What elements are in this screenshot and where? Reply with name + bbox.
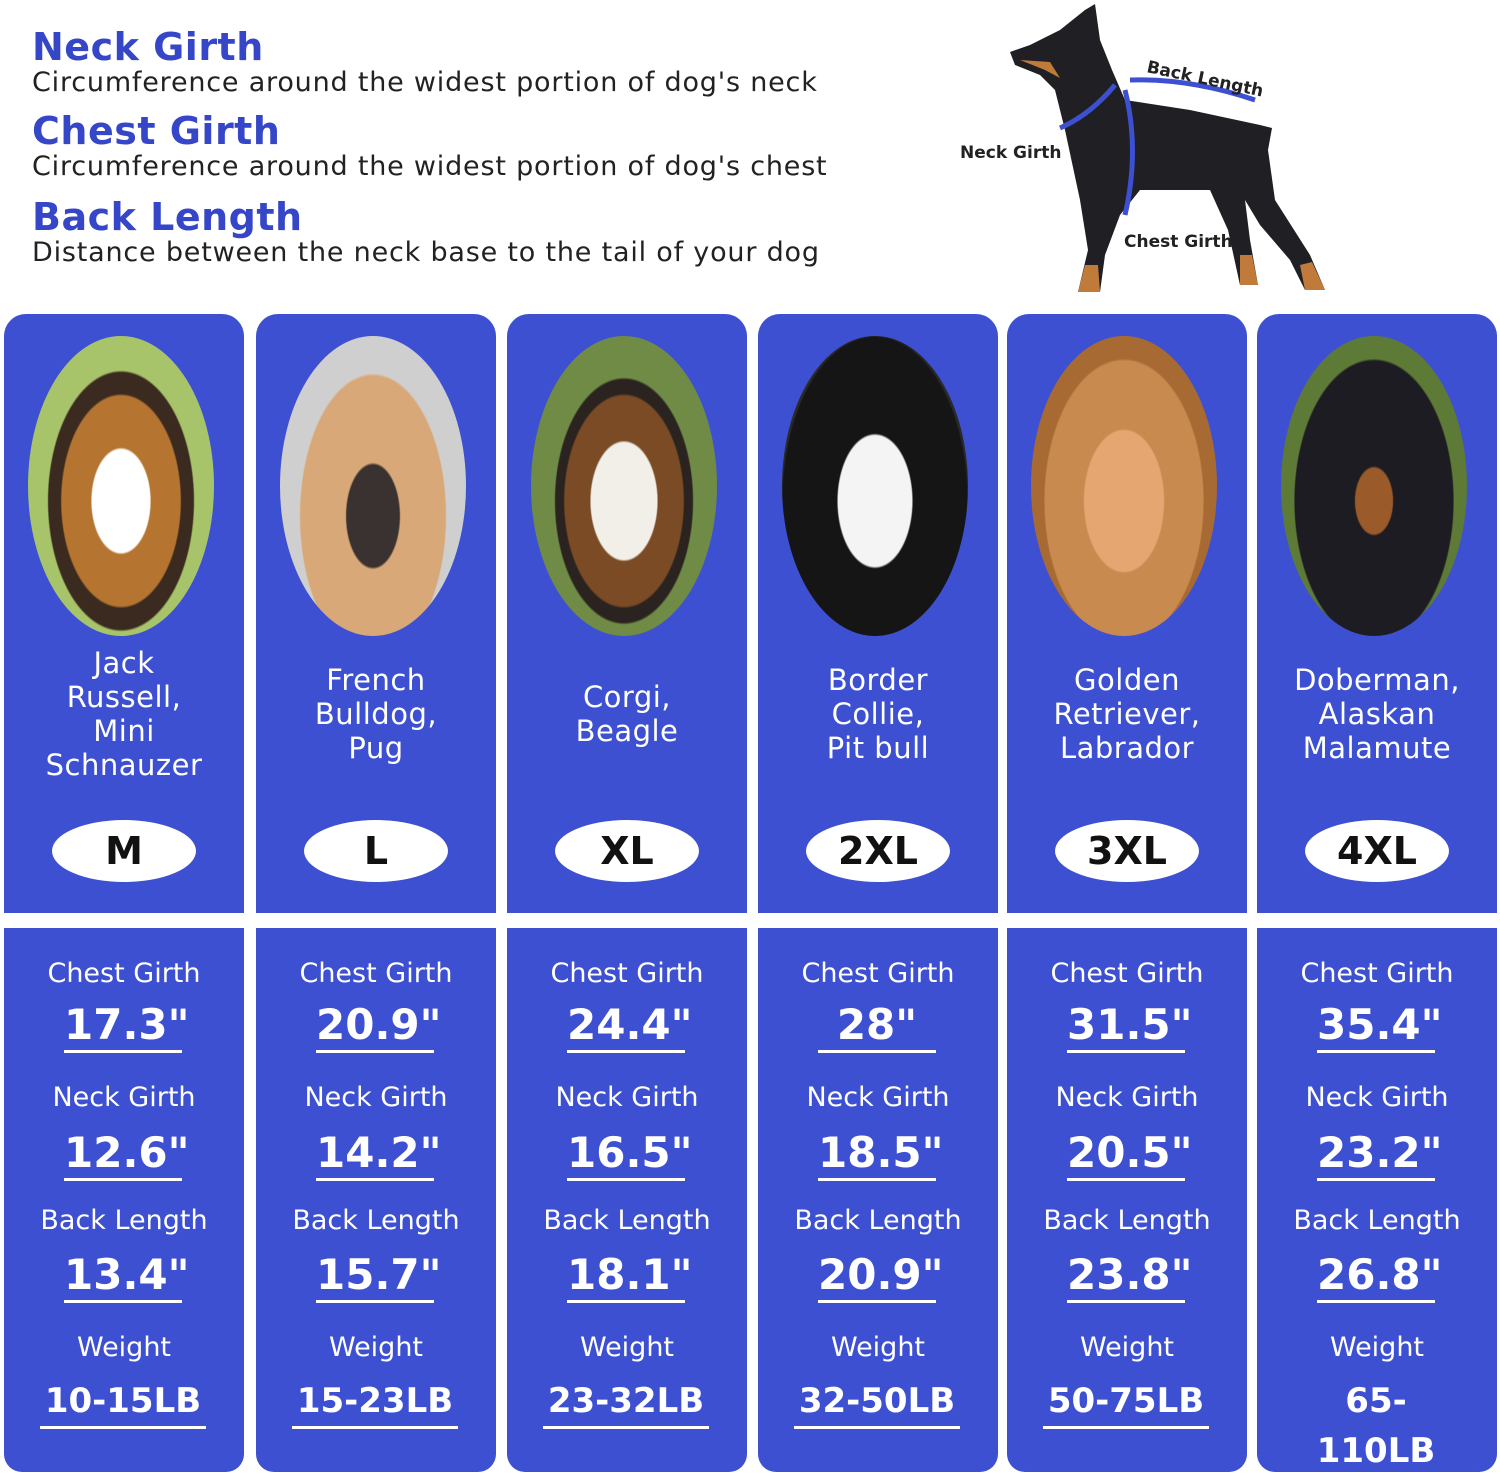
size-card: Jack Russell, Mini Schnauzer M bbox=[4, 314, 244, 913]
size-badge: 2XL bbox=[806, 820, 950, 882]
size-badge: M bbox=[52, 820, 196, 882]
measurements-card: Chest Girth 24.4" Neck Girth 16.5" Back … bbox=[507, 928, 747, 1472]
chest-girth-value: 17.3" bbox=[64, 1000, 190, 1053]
back-length-label: Back Length bbox=[1293, 1205, 1461, 1236]
weight-label: Weight bbox=[1079, 1332, 1175, 1363]
definition-neck-girth: Neck Girth Circumference around the wide… bbox=[32, 26, 818, 98]
measurements-card: Chest Girth 17.3" Neck Girth 12.6" Back … bbox=[4, 928, 244, 1472]
weight-value: 32-50LB bbox=[794, 1376, 960, 1429]
back-length-label: Back Length bbox=[40, 1205, 208, 1236]
weight-value: 10-15LB bbox=[40, 1376, 206, 1429]
size-card: Golden Retriever, Labrador 3XL bbox=[1007, 314, 1247, 913]
neck-girth-label: Neck Girth bbox=[52, 1082, 196, 1113]
definition-desc: Circumference around the widest portion … bbox=[32, 151, 828, 182]
definition-title: Neck Girth bbox=[32, 25, 264, 69]
back-length-label: Back Length bbox=[1145, 57, 1265, 101]
neck-girth-value: 20.5" bbox=[1067, 1128, 1193, 1181]
back-length-label: Back Length bbox=[1043, 1205, 1211, 1236]
dog-photo bbox=[1281, 336, 1467, 636]
back-length-value: 23.8" bbox=[1067, 1250, 1193, 1303]
size-badge: L bbox=[304, 820, 448, 882]
chest-girth-label: Chest Girth bbox=[801, 958, 955, 989]
neck-girth-value: 14.2" bbox=[316, 1128, 442, 1181]
neck-girth-value: 16.5" bbox=[567, 1128, 693, 1181]
dog-photo bbox=[28, 336, 214, 636]
dog-photo bbox=[1031, 336, 1217, 636]
weight-label: Weight bbox=[579, 1332, 675, 1363]
breed-names: French Bulldog, Pug bbox=[314, 663, 438, 765]
size-card: French Bulldog, Pug L bbox=[256, 314, 496, 913]
back-length-label: Back Length bbox=[794, 1205, 962, 1236]
measurements-card: Chest Girth 35.4" Neck Girth 23.2" Back … bbox=[1257, 928, 1497, 1479]
chest-girth-label: Chest Girth bbox=[550, 958, 704, 989]
neck-girth-label: Neck Girth bbox=[960, 143, 1061, 163]
chest-girth-label: Chest Girth bbox=[1124, 232, 1233, 252]
weight-label: Weight bbox=[328, 1332, 424, 1363]
neck-girth-label: Neck Girth bbox=[1055, 1082, 1199, 1113]
weight-label: Weight bbox=[830, 1332, 926, 1363]
back-length-value: 13.4" bbox=[64, 1250, 190, 1303]
size-card: Corgi, Beagle XL bbox=[507, 314, 747, 913]
chest-girth-label: Chest Girth bbox=[1300, 958, 1454, 989]
doberman-silhouette-icon bbox=[1010, 4, 1325, 292]
chest-girth-label: Chest Girth bbox=[1050, 958, 1204, 989]
breed-names: Golden Retriever, Labrador bbox=[1053, 663, 1201, 765]
size-badge: 4XL bbox=[1305, 820, 1449, 882]
definition-title: Chest Girth bbox=[32, 109, 281, 153]
definition-chest-girth: Chest Girth Circumference around the wid… bbox=[32, 110, 827, 182]
neck-girth-label: Neck Girth bbox=[304, 1082, 448, 1113]
chest-girth-value: 28" bbox=[818, 1000, 936, 1053]
definition-desc: Circumference around the widest portion … bbox=[32, 67, 818, 98]
weight-label: Weight bbox=[1329, 1332, 1425, 1363]
back-length-value: 20.9" bbox=[818, 1250, 944, 1303]
chest-girth-label: Chest Girth bbox=[299, 958, 453, 989]
dog-measurement-diagram: Back Length Neck Girth Chest Girth bbox=[960, 4, 1325, 292]
dog-photo bbox=[531, 336, 717, 636]
weight-label: Weight bbox=[76, 1332, 172, 1363]
breed-names: Doberman, Alaskan Malamute bbox=[1294, 663, 1460, 765]
chest-girth-value: 31.5" bbox=[1067, 1000, 1193, 1053]
neck-girth-label: Neck Girth bbox=[1305, 1082, 1449, 1113]
chest-girth-value: 35.4" bbox=[1317, 1000, 1443, 1053]
chest-girth-value: 20.9" bbox=[316, 1000, 442, 1053]
definition-desc: Distance between the neck base to the ta… bbox=[32, 237, 820, 268]
neck-girth-value: 18.5" bbox=[818, 1128, 944, 1181]
weight-value: 23-32LB bbox=[543, 1376, 709, 1429]
chest-girth-value: 24.4" bbox=[567, 1000, 693, 1053]
measurements-card: Chest Girth 28" Neck Girth 18.5" Back Le… bbox=[758, 928, 998, 1472]
breed-names: Corgi, Beagle bbox=[575, 680, 679, 748]
chest-girth-label: Chest Girth bbox=[47, 958, 201, 989]
weight-value: 50-75LB bbox=[1043, 1376, 1209, 1429]
dog-photo bbox=[782, 336, 968, 636]
neck-girth-label: Neck Girth bbox=[555, 1082, 699, 1113]
weight-value: 15-23LB bbox=[292, 1376, 458, 1429]
dog-photo bbox=[280, 336, 466, 636]
neck-girth-value: 12.6" bbox=[64, 1128, 190, 1181]
size-card: Doberman, Alaskan Malamute 4XL bbox=[1257, 314, 1497, 913]
size-badge: 3XL bbox=[1055, 820, 1199, 882]
back-length-value: 26.8" bbox=[1317, 1250, 1443, 1303]
breed-names: Border Collie, Pit bull bbox=[826, 663, 930, 765]
measurements-card: Chest Girth 20.9" Neck Girth 14.2" Back … bbox=[256, 928, 496, 1472]
neck-girth-label: Neck Girth bbox=[806, 1082, 950, 1113]
measurements-card: Chest Girth 31.5" Neck Girth 20.5" Back … bbox=[1007, 928, 1247, 1472]
definition-back-length: Back Length Distance between the neck ba… bbox=[32, 196, 820, 268]
weight-value: 65-110LB bbox=[1293, 1376, 1459, 1479]
size-badge: XL bbox=[555, 820, 699, 882]
back-length-value: 15.7" bbox=[316, 1250, 442, 1303]
size-card: Border Collie, Pit bull 2XL bbox=[758, 314, 998, 913]
neck-girth-value: 23.2" bbox=[1317, 1128, 1443, 1181]
back-length-value: 18.1" bbox=[567, 1250, 693, 1303]
definition-title: Back Length bbox=[32, 195, 303, 239]
back-length-label: Back Length bbox=[543, 1205, 711, 1236]
back-length-label: Back Length bbox=[292, 1205, 460, 1236]
breed-names: Jack Russell, Mini Schnauzer bbox=[45, 646, 203, 782]
